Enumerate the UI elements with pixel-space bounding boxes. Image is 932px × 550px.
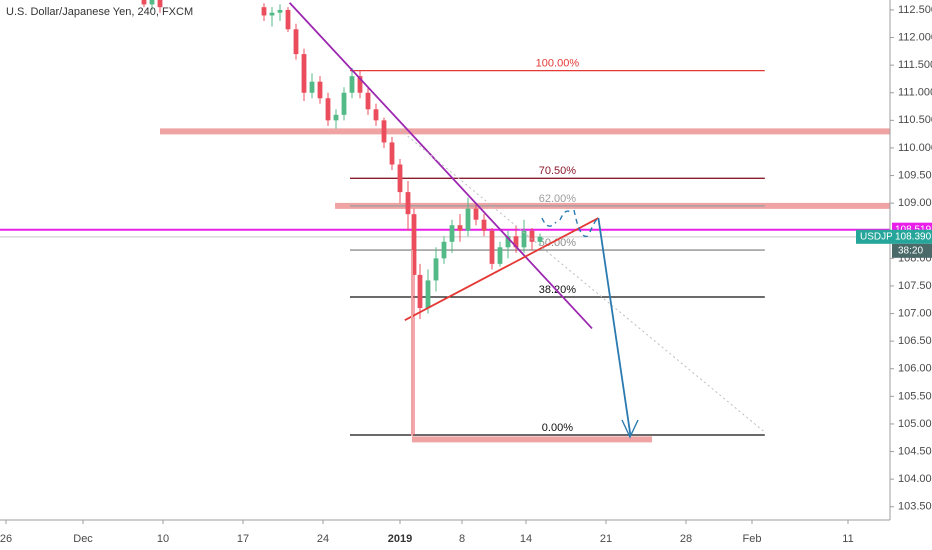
last-badge: [892, 229, 932, 244]
x-tick-label: 14: [520, 533, 532, 545]
chart-title: U.S. Dollar/Japanese Yen, 240, FXCM: [6, 6, 193, 18]
candle-body: [349, 76, 355, 93]
trendline: [399, 129, 766, 433]
candle-body: [513, 236, 519, 248]
y-tick-label: 106.000: [898, 363, 932, 375]
y-tick-label: 103.500: [898, 501, 932, 513]
candle-body: [457, 225, 463, 231]
x-tick-label: Dec: [73, 533, 93, 545]
y-tick-label: 104.000: [898, 473, 932, 485]
candle-body: [341, 92, 347, 115]
candle-body: [301, 54, 307, 93]
countdown-label: 38:20: [898, 245, 923, 256]
candle-body: [277, 9, 283, 13]
x-tick-label: 8: [459, 533, 465, 545]
countdown-badge: [892, 243, 932, 258]
candle-body: [505, 236, 511, 248]
candle-body: [285, 9, 291, 30]
y-tick-label: 110.000: [898, 142, 932, 154]
y-tick-label: 111.500: [898, 59, 932, 71]
y-tick-label: 109.000: [898, 197, 932, 209]
candle-body: [373, 109, 379, 121]
price-axis: [890, 0, 932, 550]
x-tick-label: 24: [317, 533, 329, 545]
y-tick-label: 105.500: [898, 390, 932, 402]
candle-body: [269, 12, 275, 16]
y-tick-label: 107.000: [898, 307, 932, 319]
plot-area: 100.00% 70.50% 62.00% 50.00% 38.20% 0.00%: [0, 0, 890, 443]
candle-body: [157, 0, 163, 8]
candle-body: [411, 214, 417, 275]
x-tick-label: 17: [237, 533, 249, 545]
y-tick-label: 109.500: [898, 169, 932, 181]
candle-body: [529, 230, 535, 242]
fib-label: 38.20%: [539, 284, 577, 296]
candle-body: [425, 280, 431, 309]
candle-body: [389, 142, 395, 165]
candle-body: [357, 76, 363, 93]
candle-body: [381, 120, 387, 143]
candle-body: [489, 230, 495, 264]
candle-body: [405, 192, 411, 215]
x-tick-label: Feb: [743, 533, 762, 545]
y-tick-label: 104.500: [898, 445, 932, 457]
symbol-label: USDJPY: [860, 231, 900, 242]
x-tick-label: 21: [600, 533, 612, 545]
symbol-badge: [856, 229, 892, 244]
x-tick-label: 28: [680, 533, 692, 545]
candle-body: [325, 98, 331, 121]
y-tick-label: 107.500: [898, 280, 932, 292]
fib-label: 70.50%: [539, 165, 577, 177]
candle-body: [261, 7, 267, 16]
candle-body: [333, 114, 339, 121]
candle-body: [149, 0, 155, 5]
projected-wave: [541, 209, 599, 238]
trendline: [597, 217, 632, 436]
candle-body: [365, 92, 371, 110]
trendline: [288, 2, 593, 330]
candle-body: [141, 0, 147, 5]
candle-body: [441, 241, 447, 259]
y-tick-label: 112.500: [898, 4, 932, 16]
x-tick-label: 2019: [388, 533, 412, 545]
y-tick-label: 110.500: [898, 114, 932, 126]
candle-body: [521, 230, 527, 248]
candle-body: [293, 29, 299, 55]
candle-body: [465, 208, 471, 231]
candle-body: [397, 164, 403, 193]
candle-body: [417, 274, 423, 309]
fib-label: 62.00%: [539, 193, 577, 205]
fib-label: 100.00%: [536, 58, 580, 70]
candle-body: [433, 258, 439, 281]
y-tick-label: 106.500: [898, 335, 932, 347]
fib-label: 50.00%: [539, 237, 577, 249]
candle-body: [537, 236, 543, 242]
trendline: [404, 217, 599, 321]
candle-body: [497, 247, 503, 264]
candle-body: [473, 208, 479, 220]
x-tick-label: 10: [157, 533, 169, 545]
candle-body: [481, 219, 487, 231]
candle-body: [317, 81, 323, 99]
fib-label: 0.00%: [542, 422, 573, 434]
y-tick-label: 112.000: [898, 31, 932, 43]
candle-body: [309, 81, 315, 93]
x-tick-label: 11: [842, 533, 853, 545]
y-tick-label: 105.000: [898, 418, 932, 430]
y-tick-label: 111.000: [898, 87, 932, 99]
x-tick-label: 26: [0, 533, 12, 545]
last-label: 108.390: [895, 231, 932, 242]
arrow-head: [621, 419, 639, 439]
candle-body: [449, 225, 455, 242]
